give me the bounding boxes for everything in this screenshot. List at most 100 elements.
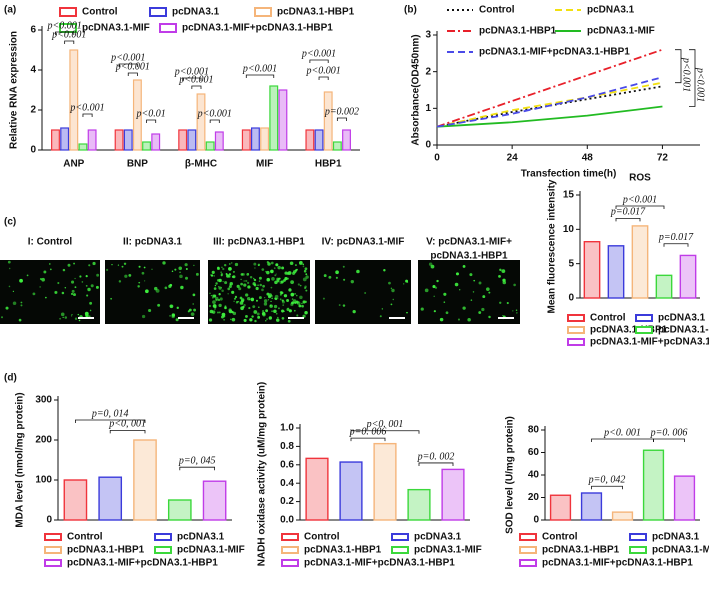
bar xyxy=(178,129,188,151)
cell xyxy=(246,273,250,276)
cell xyxy=(154,286,158,291)
bar xyxy=(642,449,665,521)
legend-label: pcDNA3.1-HBP1 xyxy=(542,545,620,556)
cell xyxy=(227,293,229,295)
y-tick-label: 6 xyxy=(30,25,36,36)
cell xyxy=(71,313,73,316)
legend-label: pcDNA3.1-MIF+pcDNA3.1-HBP1 xyxy=(590,337,709,348)
cell xyxy=(270,294,273,298)
bar xyxy=(549,494,572,521)
cell xyxy=(390,303,393,306)
cell xyxy=(515,309,518,311)
cell xyxy=(335,276,338,279)
cell xyxy=(469,273,473,277)
y-axis-label: SOD level (U/mg protein) xyxy=(505,416,516,534)
significance-label: p<0.001 xyxy=(622,194,657,205)
cell xyxy=(222,267,225,271)
cell xyxy=(214,308,216,310)
cell xyxy=(70,292,74,295)
cell xyxy=(275,263,279,267)
significance-bracket xyxy=(689,49,696,107)
cell xyxy=(388,281,391,285)
cell xyxy=(77,313,80,316)
cell xyxy=(231,290,235,294)
cell xyxy=(294,269,298,272)
cell xyxy=(250,297,255,302)
bar xyxy=(142,141,152,151)
cell xyxy=(513,283,516,287)
bar xyxy=(583,240,601,299)
cell xyxy=(257,264,260,267)
legend-label: pcDNA3.1 xyxy=(652,532,700,543)
cell xyxy=(516,312,518,314)
cell xyxy=(462,265,466,268)
cell xyxy=(179,271,181,273)
cell xyxy=(62,316,64,318)
cell xyxy=(148,308,152,313)
cell xyxy=(299,284,302,287)
cell xyxy=(287,271,292,275)
micrograph-title: IV: pcDNA3.1-MIF xyxy=(322,237,405,248)
cell xyxy=(211,296,214,299)
cell xyxy=(279,293,282,296)
cell xyxy=(210,274,214,277)
significance-bracket xyxy=(653,438,685,442)
cell xyxy=(169,304,173,308)
cell xyxy=(138,281,141,284)
cell xyxy=(169,283,173,287)
cell xyxy=(39,277,43,281)
legend-swatch xyxy=(149,7,167,17)
bar xyxy=(114,129,124,151)
cell xyxy=(302,277,307,282)
cell xyxy=(223,319,225,321)
significance-bracket xyxy=(118,63,138,67)
cell xyxy=(229,282,233,286)
legend-swatch xyxy=(159,23,177,33)
x-tick-label: 72 xyxy=(657,153,669,164)
cell xyxy=(141,271,145,275)
legend-swatch xyxy=(254,7,272,17)
cell xyxy=(302,265,305,268)
micrograph xyxy=(105,260,200,324)
cell xyxy=(223,263,227,267)
significance-bracket xyxy=(663,243,689,247)
cell xyxy=(434,286,438,289)
cell xyxy=(245,315,248,318)
cell xyxy=(61,291,65,295)
cell xyxy=(502,314,504,317)
cell xyxy=(110,297,113,300)
bar xyxy=(51,129,60,151)
cell xyxy=(144,280,146,282)
y-tick-label: 1.0 xyxy=(280,423,294,434)
significance-bracket xyxy=(591,438,654,442)
cell xyxy=(304,310,308,315)
cell xyxy=(249,318,253,322)
bar xyxy=(133,439,157,521)
cell xyxy=(45,296,47,299)
cell xyxy=(305,275,309,279)
cell xyxy=(221,312,226,317)
cell xyxy=(49,268,52,271)
bar xyxy=(202,480,227,521)
y-tick-label: 40 xyxy=(528,470,540,481)
cell xyxy=(85,284,88,287)
cell xyxy=(277,298,279,300)
micrograph-title: III: pcDNA3.1-HBP1 xyxy=(213,237,305,248)
cell xyxy=(506,301,509,305)
cell xyxy=(278,277,281,280)
cell xyxy=(290,292,295,297)
legend-label: pcDNA3.1-MIF xyxy=(658,325,709,336)
significance-label: p<0.001 xyxy=(115,61,150,72)
cell xyxy=(251,315,254,318)
cell xyxy=(20,304,23,307)
cell xyxy=(71,289,75,293)
significance-bracket xyxy=(245,74,275,78)
cell xyxy=(296,301,301,305)
cell xyxy=(291,298,294,300)
panel-label: (a) xyxy=(4,5,16,16)
legend-label: Control xyxy=(590,313,626,324)
bar xyxy=(314,129,324,151)
legend-label: pcDNA3.1-MIF xyxy=(414,545,482,556)
significance-bracket xyxy=(615,217,641,222)
cell xyxy=(19,278,23,283)
